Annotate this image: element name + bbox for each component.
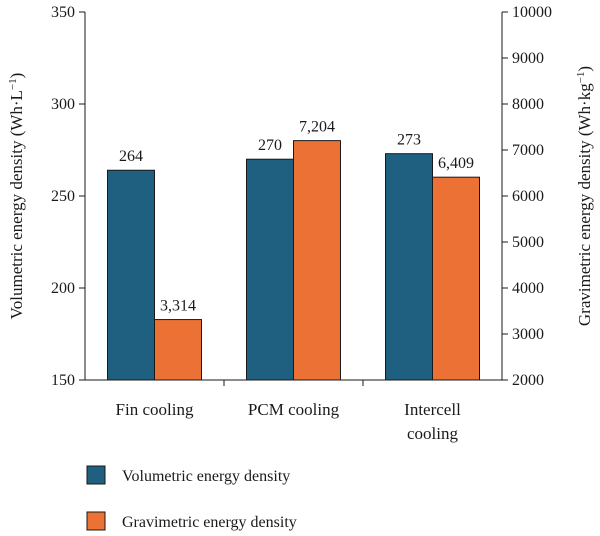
y-axis-right-title: Gravimetric energy density (Wh·kg−1) bbox=[575, 66, 594, 326]
legend: Volumetric energy density Gravimetric ene… bbox=[86, 465, 297, 531]
y-right-tick-label-4: 6000 bbox=[512, 188, 544, 205]
data-label-volumetric-0: 264 bbox=[119, 148, 143, 165]
x-tick-label-2-line-0: Intercell bbox=[404, 400, 461, 419]
y-right-tick-label-8: 10000 bbox=[512, 4, 552, 21]
bar-volumetric-0 bbox=[107, 169, 155, 381]
y-left-tick-label-0: 150 bbox=[51, 372, 75, 389]
legend-swatch-gravimetric bbox=[86, 511, 106, 531]
y-left-tick-label-4: 350 bbox=[51, 4, 75, 21]
x-tick-label-2-line-1: cooling bbox=[407, 424, 458, 443]
bars-group bbox=[107, 140, 480, 381]
y-right-tick-label-0: 2000 bbox=[512, 372, 544, 389]
data-label-volumetric-2: 273 bbox=[397, 132, 421, 149]
y-left-tick-label-3: 300 bbox=[51, 96, 75, 113]
y-left-tick-label-1: 200 bbox=[51, 280, 75, 297]
bar-labels-group: 264 3,314 270 7,204 273 6,409 bbox=[119, 119, 474, 315]
x-tick-label-1: PCM cooling bbox=[248, 400, 340, 419]
bar-volumetric-2 bbox=[385, 153, 433, 381]
axes-group: 150 200 250 300 350 2000 3000 4000 5000 6000 7000 8… bbox=[7, 4, 594, 443]
bar-gravimetric-1 bbox=[293, 140, 341, 381]
y-right-tick-label-6: 8000 bbox=[512, 96, 544, 113]
legend-swatch-volumetric bbox=[86, 465, 106, 485]
y-axis-left-title: Volumetric energy density (Wh·L−1) bbox=[7, 73, 26, 320]
bar-volumetric-1 bbox=[246, 158, 294, 381]
y-right-tick-label-5: 7000 bbox=[512, 142, 544, 159]
y-right-tick-label-3: 5000 bbox=[512, 234, 544, 251]
y-left-tick-label-2: 250 bbox=[51, 188, 75, 205]
data-label-volumetric-1: 270 bbox=[258, 137, 282, 154]
data-label-gravimetric-1: 7,204 bbox=[299, 119, 335, 136]
data-label-gravimetric-0: 3,314 bbox=[160, 298, 196, 315]
data-label-gravimetric-2: 6,409 bbox=[438, 155, 474, 172]
x-tick-label-0: Fin cooling bbox=[116, 400, 194, 419]
y-right-tick-label-1: 3000 bbox=[512, 326, 544, 343]
bar-gravimetric-2 bbox=[432, 176, 480, 381]
y-right-tick-label-2: 4000 bbox=[512, 280, 544, 297]
legend-label-gravimetric: Gravimetric energy density bbox=[122, 514, 297, 531]
y-right-tick-label-7: 9000 bbox=[512, 50, 544, 67]
legend-label-volumetric: Volumetric energy density bbox=[122, 468, 290, 485]
bar-gravimetric-0 bbox=[154, 319, 202, 381]
